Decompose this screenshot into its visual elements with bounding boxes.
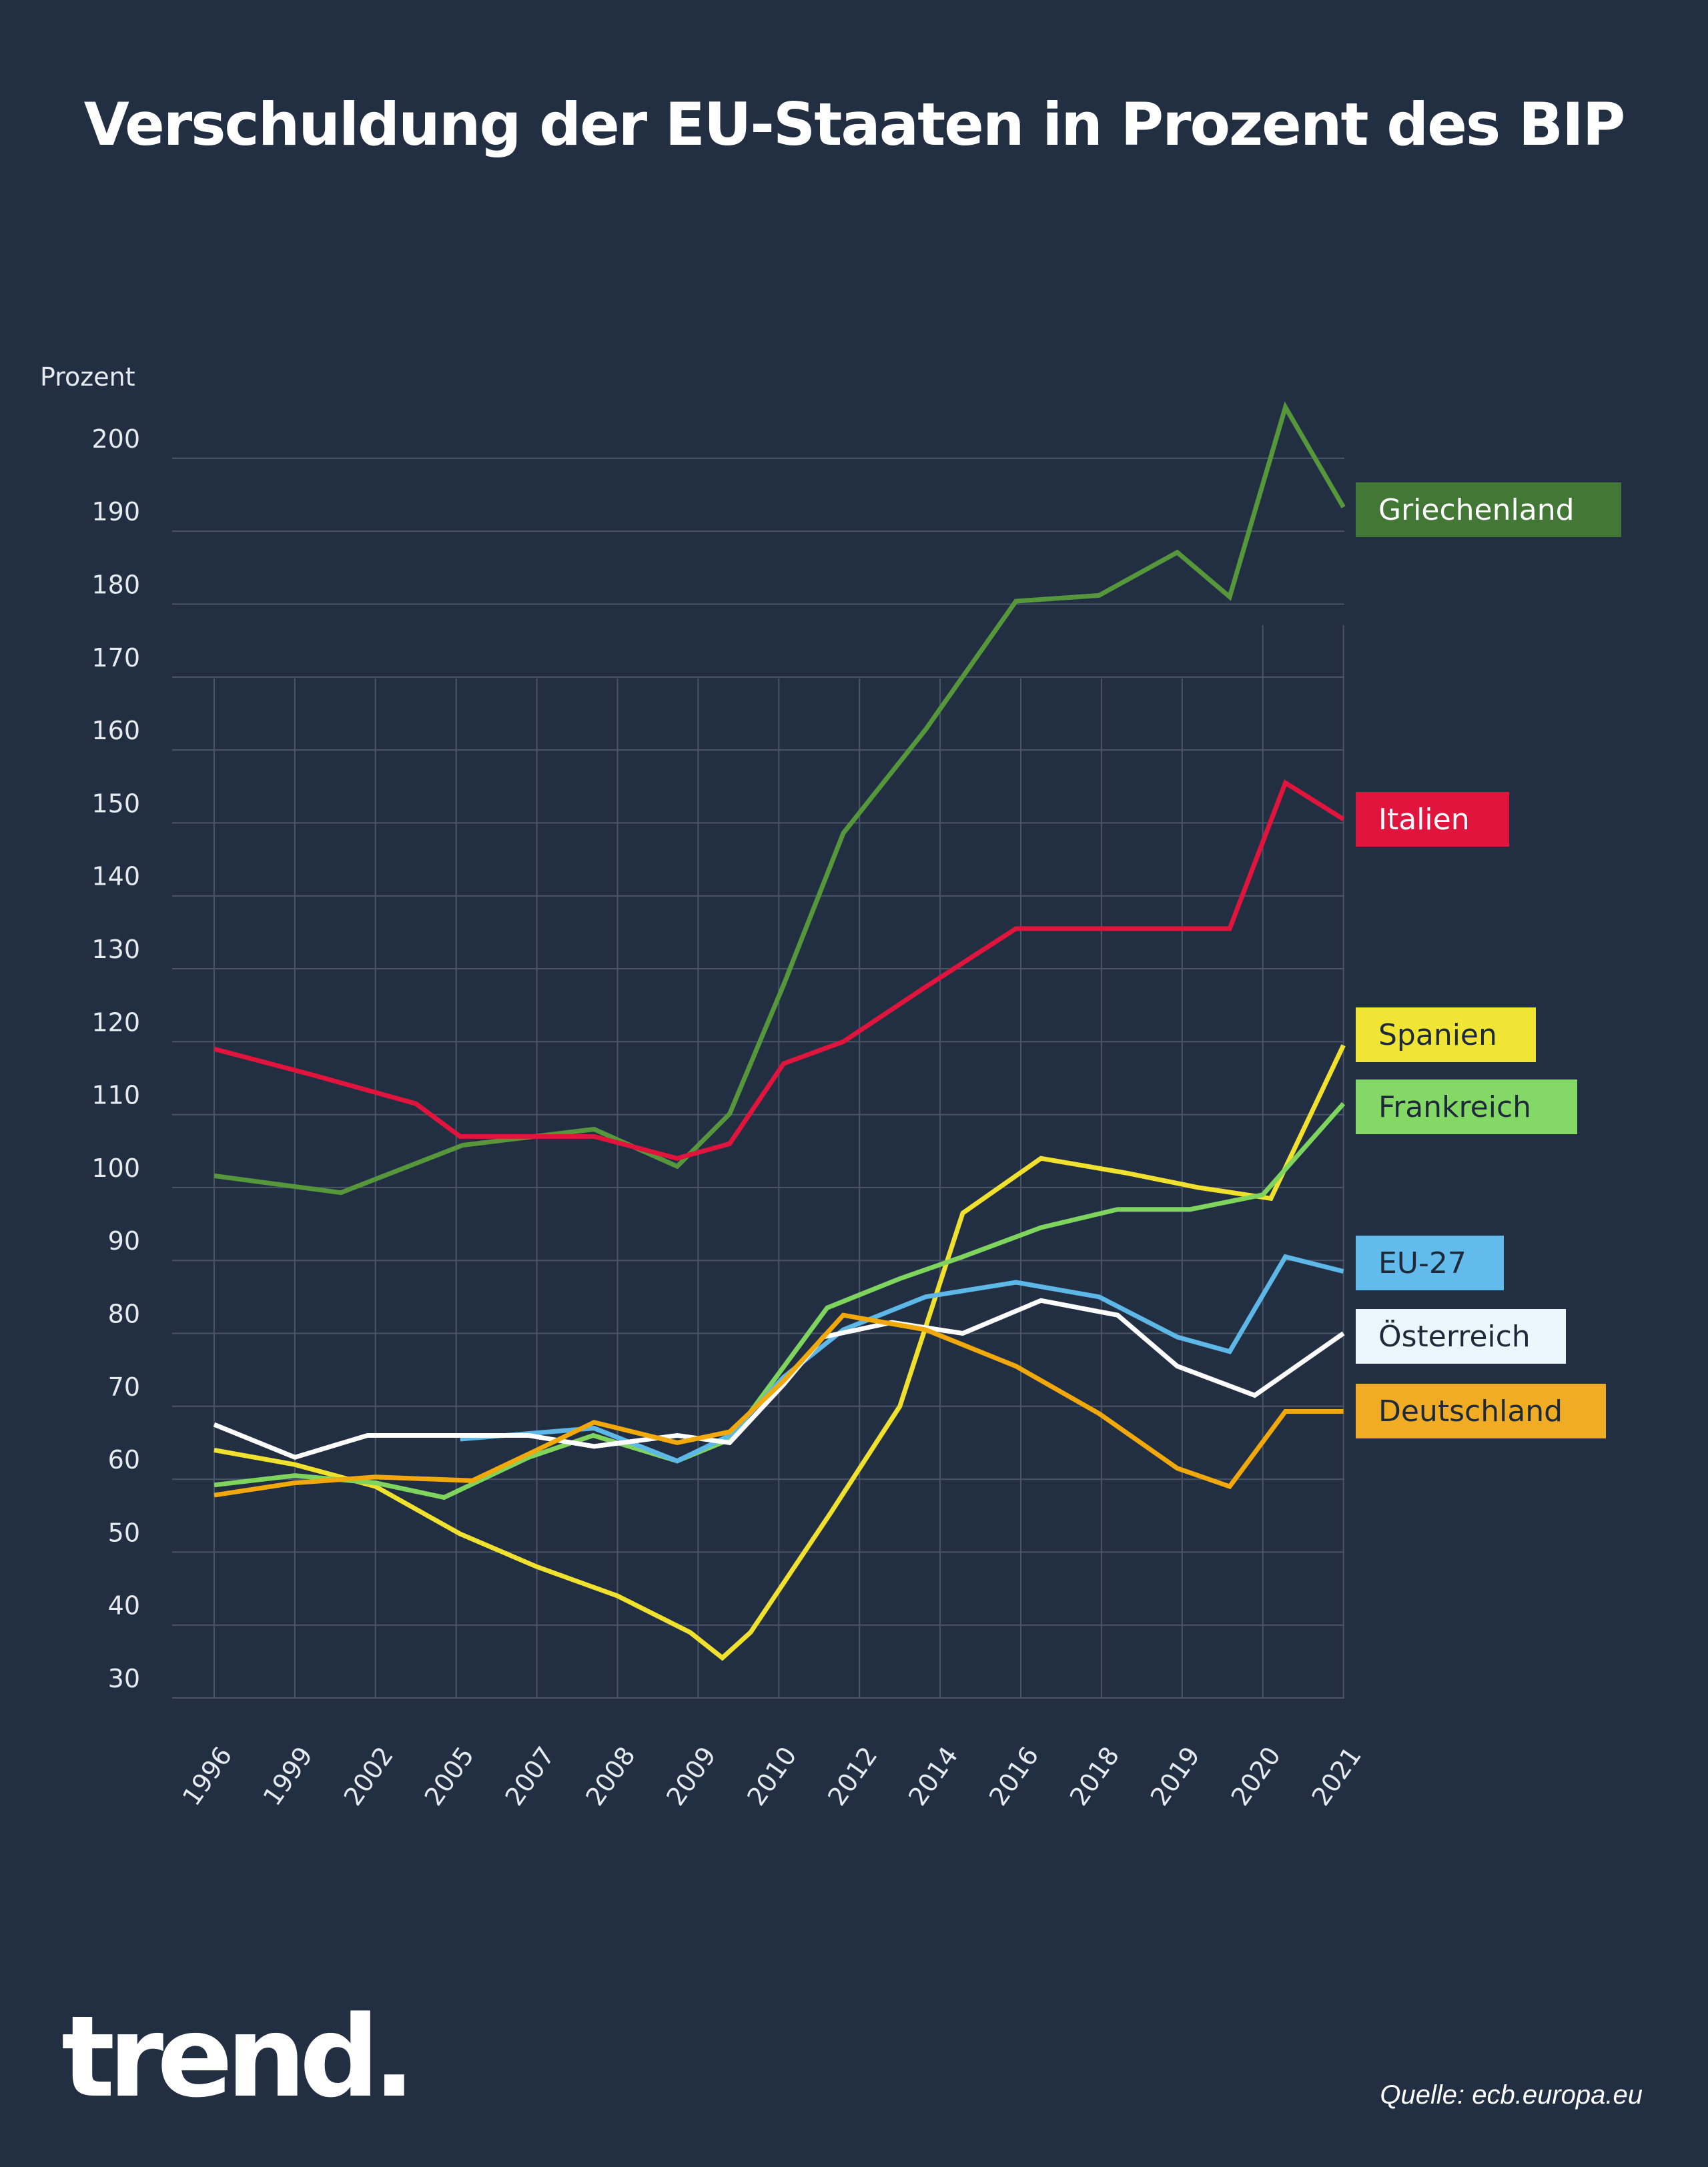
y-tick-label: 150 (91, 789, 140, 818)
series-line-griechenland (214, 401, 1346, 1196)
y-tick-label: 70 (108, 1372, 140, 1402)
x-tick-label: 1996 (177, 1741, 238, 1811)
legend-label-deutschland: Deutschland (1356, 1384, 1606, 1438)
x-tick-label: 2002 (338, 1741, 400, 1811)
legend-label-italien: Italien (1356, 792, 1509, 847)
x-tick-label: 2009 (661, 1741, 722, 1811)
y-tick-label: 170 (91, 643, 140, 673)
x-tick-label: 2014 (903, 1741, 964, 1811)
y-tick-label: 100 (91, 1154, 140, 1183)
x-tick-label: 2005 (419, 1741, 480, 1811)
grid (172, 457, 1344, 1699)
x-tick-label: 2020 (1226, 1741, 1287, 1811)
x-tick-labels: 1996 1999 2002 2005 2007 2008 2009 2010 2012 2014… (177, 1741, 1367, 1811)
legend-label--sterreich: Österreich (1356, 1309, 1566, 1364)
y-tick-label: 30 (108, 1664, 140, 1693)
trend-logo: trend. (61, 1992, 416, 2122)
series-line-italien (214, 779, 1345, 1161)
legend-label-eu-27: EU-27 (1356, 1236, 1504, 1290)
series-line--sterreich (213, 1298, 1345, 1460)
legend-label-frankreich: Frankreich (1356, 1079, 1577, 1134)
x-tick-label: 2018 (1064, 1741, 1126, 1811)
series-line-eu-27 (460, 1254, 1344, 1464)
y-tick-label: 160 (91, 716, 140, 745)
y-tick-label: 130 (91, 935, 140, 964)
x-tick-label: 2021 (1306, 1741, 1367, 1811)
x-tick-label: 2008 (580, 1741, 641, 1811)
x-tick-label: 2010 (741, 1741, 803, 1811)
series-lines (213, 401, 1346, 1661)
series-line-deutschland (214, 1312, 1344, 1498)
legend-label-griechenland: Griechenland (1356, 482, 1621, 537)
y-tick-label: 60 (108, 1445, 140, 1474)
y-tick-label: 90 (108, 1226, 140, 1256)
y-tick-label: 190 (91, 497, 140, 526)
series-line-spanien (214, 1044, 1346, 1661)
y-tick-label: 110 (91, 1081, 140, 1110)
y-tick-label: 180 (91, 570, 140, 600)
y-tick-label: 140 (91, 862, 140, 891)
x-tick-label: 2012 (822, 1741, 883, 1811)
series-line-frankreich (214, 1102, 1346, 1500)
x-tick-label: 2007 (499, 1741, 560, 1811)
y-tick-label: 200 (91, 424, 140, 454)
y-tick-label: 40 (108, 1591, 140, 1621)
source-note: Quelle: ecb.europa.eu (1380, 2080, 1643, 2110)
x-tick-label: 2016 (983, 1741, 1045, 1811)
x-tick-label: 1999 (258, 1741, 319, 1811)
y-tick-label: 50 (108, 1518, 140, 1547)
x-tick-label: 2019 (1145, 1741, 1206, 1811)
y-tick-label: 120 (91, 1007, 140, 1037)
y-axis-label: Prozent (40, 362, 135, 392)
legend-label-spanien: Spanien (1356, 1007, 1536, 1062)
y-tick-labels: 30 40 50 60 70 80 90 100 110 120 130 140 150 160 170 18… (91, 424, 140, 1693)
chart-title: Verschuldung der EU-Staaten in Prozent d… (83, 90, 1625, 159)
y-tick-label: 80 (108, 1300, 140, 1329)
